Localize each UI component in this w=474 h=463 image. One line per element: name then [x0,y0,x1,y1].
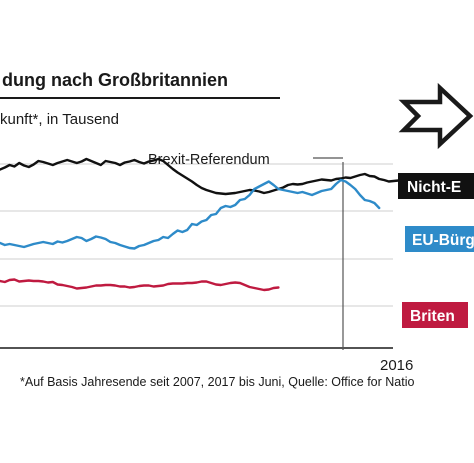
series-label-eu-buerger: EU-Bürg [405,226,474,252]
arrow-right-icon[interactable] [398,82,474,150]
series-label-eu-buerger-text: EU-Bürg [412,232,474,249]
series-label-nicht-eu: Nicht-E [398,173,474,199]
referendum-marker: Brexit-Referendum [148,152,344,350]
footnote: *Auf Basis Jahresende seit 2007, 2017 bi… [20,375,414,389]
chart-title: dung nach Großbritannien [2,70,228,90]
gridlines [0,163,393,307]
chart-subtitle: kunft*, in Tausend [0,111,119,128]
x-tick-label: 2016 [380,357,413,374]
series-line-nicht-eu [0,157,400,196]
referendum-label: Brexit-Referendum [148,152,270,168]
series-label-briten: Briten [402,302,468,328]
series-label-briten-text: Briten [410,308,455,325]
series-line-eu-buerger [0,178,381,250]
series-line-briten [0,278,280,292]
series-label-nicht-eu-text: Nicht-E [407,179,461,196]
